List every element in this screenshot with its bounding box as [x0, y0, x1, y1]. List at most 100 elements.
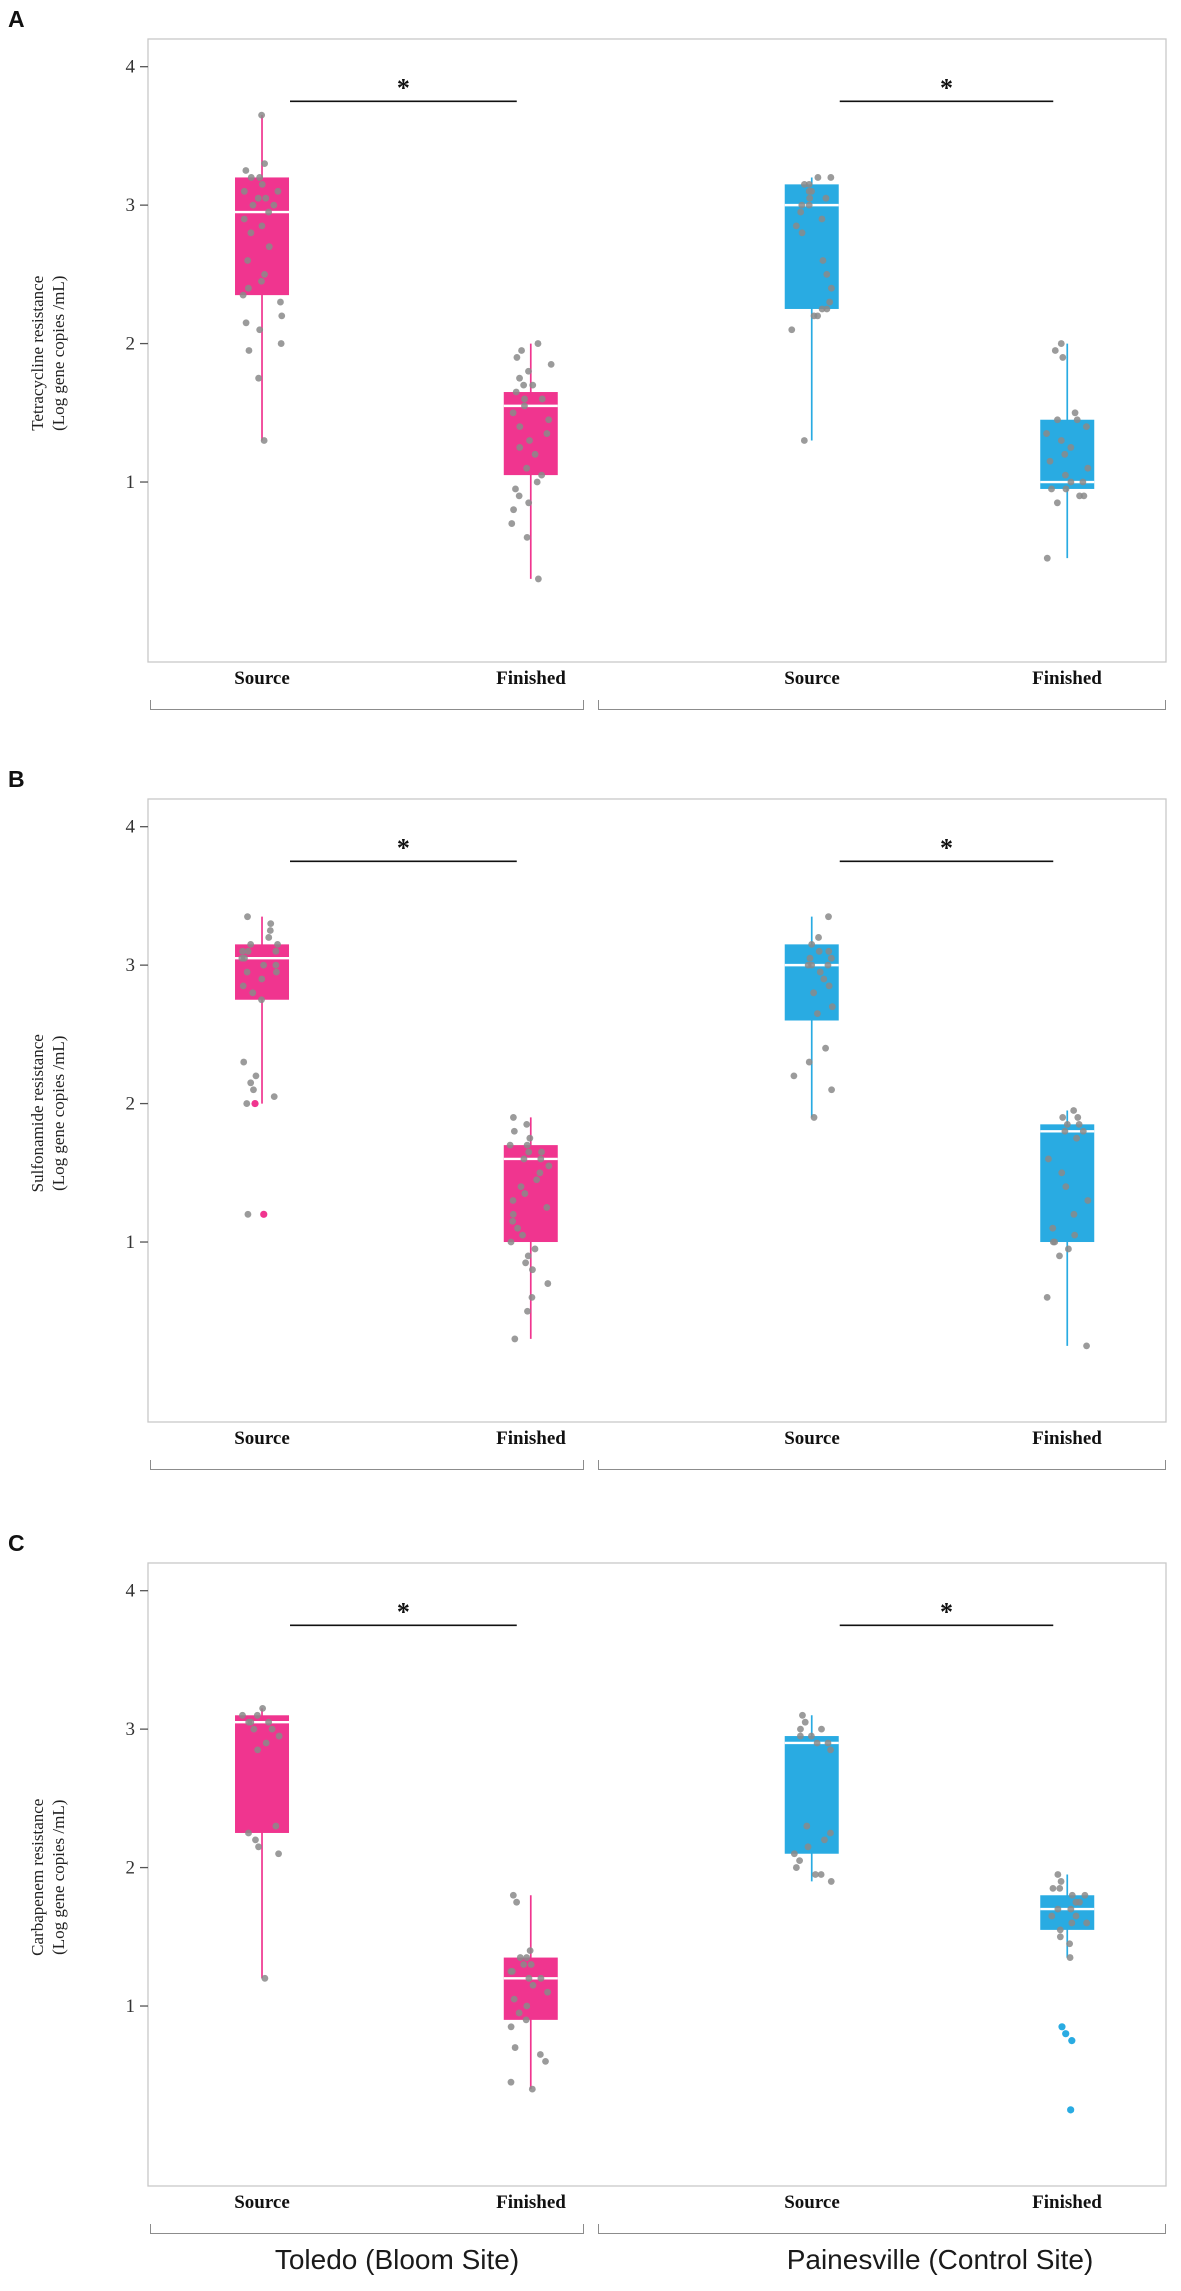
x-axis-labels-c: Source Finished Source Finished: [0, 2192, 1181, 2216]
jitter-point: [529, 1266, 536, 1274]
jitter-point: [818, 305, 826, 313]
jitter-point: [277, 340, 285, 347]
jitter-point: [1048, 485, 1055, 493]
jitter-point: [522, 2016, 530, 2024]
jitter-point: [816, 968, 824, 976]
jitter-point: [256, 326, 264, 334]
jitter-point: [1057, 340, 1065, 347]
jitter-point: [255, 1843, 262, 1851]
panel-letter-c: C: [8, 1530, 25, 1556]
jitter-point: [800, 180, 808, 188]
jitter-point: [525, 1148, 533, 1156]
jitter-point: [525, 1974, 533, 1982]
jitter-point: [1061, 1127, 1069, 1135]
significance-asterisk: *: [397, 1597, 410, 1626]
jitter-point: [805, 187, 813, 195]
jitter-point: [521, 395, 528, 403]
jitter-point: [1056, 1926, 1064, 1934]
jitter-point: [521, 402, 528, 410]
jitter-point: [239, 982, 247, 990]
jitter-point: [544, 1988, 551, 1996]
jitter-point: [274, 187, 282, 195]
jitter-point: [810, 1114, 818, 1121]
jitter-point: [247, 1079, 255, 1087]
panel-letter-a: A: [8, 6, 25, 32]
group-bracket-painesville-b: [598, 1460, 1166, 1470]
jitter-point: [527, 1961, 535, 1968]
jitter-point: [525, 367, 532, 375]
jitter-point: [258, 277, 265, 285]
x-label-source-painesville: Source: [784, 668, 840, 689]
jitter-point: [1054, 416, 1061, 424]
jitter-point: [265, 934, 273, 941]
jitter-point: [797, 208, 805, 216]
jitter-point: [824, 961, 832, 969]
jitter-point: [509, 409, 517, 417]
jitter-point: [1059, 1114, 1067, 1121]
jitter-point: [275, 1732, 283, 1740]
jitter-point: [245, 347, 253, 354]
jitter-point: [258, 975, 266, 983]
jitter-point: [254, 1746, 262, 1754]
jitter-point: [261, 270, 268, 278]
jitter-point: [1054, 1905, 1062, 1913]
jitter-point: [261, 160, 268, 168]
jitter-point: [511, 1335, 519, 1343]
jitter-point: [801, 1718, 809, 1726]
jitter-point: [273, 968, 280, 976]
jitter-point: [827, 1878, 835, 1885]
jitter-point: [272, 961, 280, 969]
jitter-point: [822, 194, 830, 202]
jitter-point: [824, 1739, 832, 1747]
group-bracket-toledo-b: [150, 1460, 584, 1470]
outlier-point: [1067, 2106, 1075, 2114]
jitter-point: [242, 167, 250, 174]
jitter-point: [258, 111, 266, 119]
jitter-point: [810, 989, 818, 997]
y-tick-label: 1: [126, 472, 136, 493]
jitter-point: [260, 961, 267, 969]
x-label-finished-painesville: Finished: [1032, 668, 1102, 689]
jitter-point: [1083, 1919, 1091, 1927]
jitter-point: [792, 1864, 800, 1871]
y-tick-label: 4: [126, 57, 136, 78]
jitter-point: [822, 1044, 829, 1052]
jitter-point: [526, 1134, 534, 1142]
jitter-point: [244, 947, 252, 955]
jitter-point: [522, 1259, 530, 1267]
jitter-point: [258, 222, 266, 230]
jitter-point: [511, 2044, 519, 2051]
jitter-point: [814, 174, 822, 181]
jitter-point: [529, 381, 537, 389]
jitter-point: [536, 1169, 544, 1177]
jitter-point: [808, 961, 816, 969]
jitter-point: [267, 920, 275, 927]
jitter-point: [262, 1739, 270, 1747]
jitter-point: [526, 437, 533, 444]
jitter-point: [523, 1954, 531, 1961]
jitter-point: [800, 437, 808, 444]
x-label-source-toledo: Source: [234, 2192, 290, 2213]
y-tick-label: 1: [126, 1996, 136, 2017]
group-bracket-painesville-a: [598, 700, 1166, 710]
jitter-point: [253, 1711, 261, 1719]
jitter-point: [277, 298, 284, 306]
jitter-point: [512, 485, 519, 493]
jitter-point: [1083, 423, 1090, 431]
jitter-point: [275, 1850, 282, 1858]
jitter-point: [512, 388, 520, 396]
y-tick-label: 3: [126, 955, 136, 976]
boxplot-canvas-b: 1 2 3 4 * *: [126, 798, 1167, 1423]
jitter-point: [1043, 554, 1051, 562]
jitter-point: [266, 927, 274, 934]
jitter-point: [1075, 1120, 1083, 1128]
jitter-point: [1072, 1912, 1080, 1920]
jitter-point: [244, 913, 251, 921]
jitter-point: [528, 1294, 536, 1301]
jitter-point: [252, 1836, 259, 1844]
jitter-point: [265, 208, 273, 216]
jitter-point: [509, 1210, 517, 1218]
jitter-point: [1073, 1134, 1080, 1142]
jitter-point: [510, 1127, 518, 1135]
outlier-point: [1068, 2037, 1076, 2045]
